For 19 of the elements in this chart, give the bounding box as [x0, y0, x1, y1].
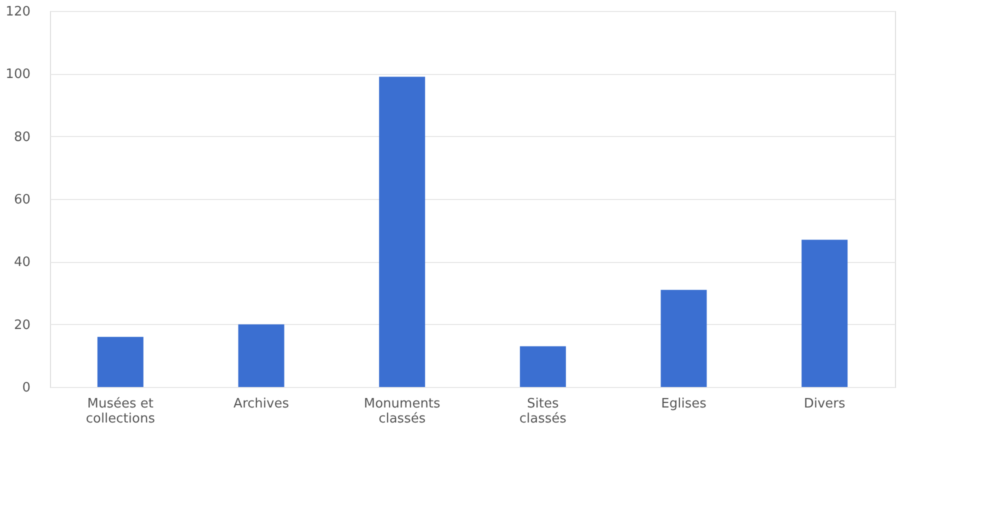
bar	[660, 290, 707, 387]
y-tick-label: 60	[14, 192, 30, 208]
y-tick-label: 40	[14, 255, 30, 270]
bar	[97, 336, 144, 387]
x-tick-label: Sites classés	[519, 396, 567, 426]
x-tick-label: Musées et collections	[86, 396, 156, 426]
y-tick-label: 0	[22, 380, 30, 396]
x-tick-label: Eglises	[661, 396, 707, 412]
bar	[802, 240, 848, 387]
y-tick-label: 80	[14, 130, 30, 145]
y-tick-label: 100	[6, 67, 30, 82]
y-tick-label: 120	[6, 4, 30, 20]
x-tick-label: Archives	[234, 396, 290, 412]
x-tick-label: Monuments classés	[364, 396, 441, 426]
bar	[379, 76, 426, 387]
bar	[520, 346, 566, 387]
y-tick-label: 20	[14, 318, 30, 333]
bar	[238, 324, 284, 387]
x-tick-label: Divers	[804, 396, 846, 412]
